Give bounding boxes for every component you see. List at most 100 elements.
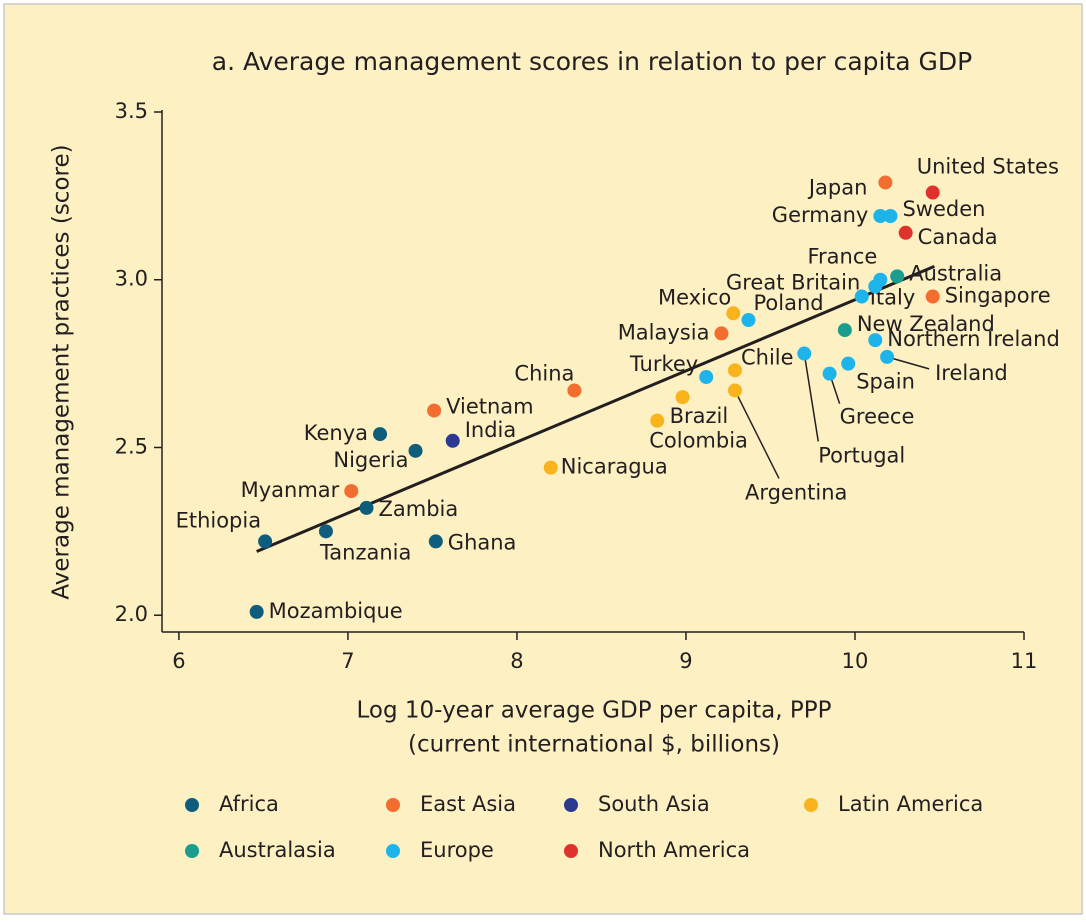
point-label: Nigeria xyxy=(333,448,408,472)
point-label: Argentina xyxy=(745,480,847,504)
point xyxy=(445,433,460,448)
point xyxy=(373,427,388,442)
point xyxy=(543,460,558,475)
point-label: Nicaragua xyxy=(561,455,668,479)
point-label: Poland xyxy=(753,291,823,315)
point xyxy=(650,413,665,428)
legend-label: Africa xyxy=(219,792,279,816)
legend-label: North America xyxy=(598,838,750,862)
point xyxy=(427,403,442,418)
legend-marker xyxy=(386,798,400,812)
y-tick-label: 2.0 xyxy=(115,602,148,626)
point-label: Ireland xyxy=(935,361,1008,385)
point xyxy=(890,269,905,284)
legend-label: Europe xyxy=(420,838,494,862)
point-label: Northern Ireland xyxy=(887,327,1060,351)
point-label: Portugal xyxy=(818,444,905,468)
x-axis-label: Log 10-year average GDP per capita, PPP xyxy=(357,698,832,724)
point-label: Japan xyxy=(807,175,868,199)
point xyxy=(925,289,940,304)
point xyxy=(359,500,374,515)
point-label: France xyxy=(807,245,877,269)
point-label: Turkey xyxy=(629,352,698,376)
y-tick-label: 3.0 xyxy=(115,267,148,291)
point-label: Malaysia xyxy=(618,320,710,344)
point-label: Canada xyxy=(918,225,998,249)
point xyxy=(249,604,264,619)
y-tick-label: 3.5 xyxy=(115,99,148,123)
point-label: New Zealand xyxy=(857,312,995,336)
point xyxy=(868,333,883,348)
legend-marker xyxy=(564,844,578,858)
legend-marker xyxy=(185,844,199,858)
point xyxy=(925,185,940,200)
point-label: Singapore xyxy=(945,284,1051,308)
point xyxy=(714,326,729,341)
legend-label: Australasia xyxy=(219,838,336,862)
point-label: China xyxy=(514,361,574,385)
legend-label: South Asia xyxy=(598,792,710,816)
point-label: Zambia xyxy=(379,497,459,521)
point xyxy=(567,383,582,398)
leader-line xyxy=(803,353,820,442)
point xyxy=(699,370,714,385)
point-label: India xyxy=(465,418,517,442)
point xyxy=(873,209,888,223)
point-label: Great Britain xyxy=(726,270,860,294)
point xyxy=(898,225,913,240)
point xyxy=(675,390,690,405)
leader-line xyxy=(886,356,930,370)
point-label: Colombia xyxy=(649,429,748,453)
legend-marker xyxy=(804,798,818,812)
x-tick-label: 7 xyxy=(341,649,354,673)
chart-title: a. Average management scores in relation… xyxy=(212,47,973,76)
point xyxy=(741,313,756,327)
point-label: Germany xyxy=(772,203,869,227)
x-axis-label: (current international $, billions) xyxy=(408,732,780,758)
point-label: Ethiopia xyxy=(176,508,262,532)
point-label: Brazil xyxy=(670,404,729,428)
point xyxy=(837,323,852,338)
x-tick-label: 8 xyxy=(510,649,523,673)
point-label: Australia xyxy=(909,261,1002,285)
point xyxy=(841,356,856,371)
legend-marker xyxy=(564,798,578,812)
point xyxy=(854,289,869,304)
point-label: United States xyxy=(917,155,1059,179)
point-label: Vietnam xyxy=(446,395,534,419)
y-axis-label: Average management practices (score) xyxy=(49,144,75,599)
point xyxy=(318,524,333,539)
point-label: Chile xyxy=(741,345,794,369)
point-label: Myanmar xyxy=(241,478,340,502)
point xyxy=(258,534,273,549)
point xyxy=(880,349,895,364)
point xyxy=(873,272,888,287)
leader-line xyxy=(734,390,780,479)
point xyxy=(408,443,423,458)
point xyxy=(878,175,893,190)
point xyxy=(883,209,898,223)
point-label: Mexico xyxy=(658,285,731,309)
point-label: Ghana xyxy=(448,530,517,554)
x-tick-label: 11 xyxy=(1011,649,1038,673)
point xyxy=(727,363,742,378)
x-tick-label: 9 xyxy=(679,649,692,673)
point xyxy=(797,346,812,361)
point-label: Mozambique xyxy=(269,599,403,623)
point xyxy=(727,383,742,398)
point xyxy=(726,306,741,321)
point xyxy=(822,366,837,381)
y-tick-label: 2.5 xyxy=(115,434,148,458)
legend-label: East Asia xyxy=(420,792,516,816)
point-label: Tanzania xyxy=(319,540,411,564)
chart-background xyxy=(3,3,1083,915)
legend-marker xyxy=(185,798,199,812)
x-tick-label: 10 xyxy=(842,649,869,673)
x-tick-label: 6 xyxy=(172,649,185,673)
point-label: Spain xyxy=(856,370,915,394)
legend-marker xyxy=(386,844,400,858)
legend-label: Latin America xyxy=(838,792,983,816)
point-label: Greece xyxy=(840,405,915,429)
point xyxy=(428,534,443,549)
